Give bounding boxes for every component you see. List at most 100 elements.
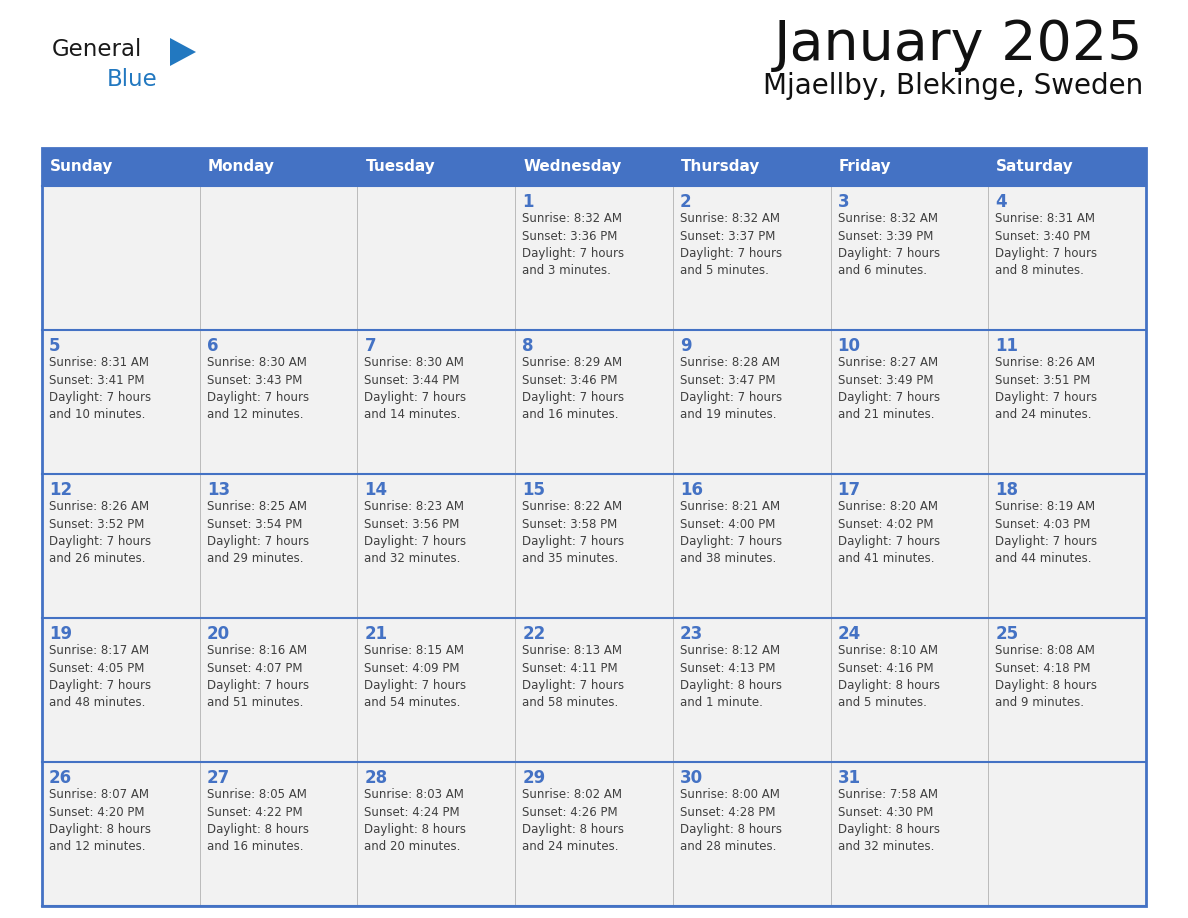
Text: 14: 14 — [365, 481, 387, 499]
Bar — [200, 762, 358, 906]
Bar — [988, 186, 1146, 330]
Bar — [516, 762, 672, 906]
Text: Sunrise: 8:29 AM
Sunset: 3:46 PM
Daylight: 7 hours
and 16 minutes.: Sunrise: 8:29 AM Sunset: 3:46 PM Dayligh… — [523, 356, 624, 421]
Bar — [200, 474, 358, 618]
Text: 13: 13 — [207, 481, 229, 499]
Bar — [42, 474, 200, 618]
Bar — [830, 474, 988, 618]
Bar — [42, 762, 200, 906]
Text: 21: 21 — [365, 625, 387, 643]
Text: Sunrise: 8:30 AM
Sunset: 3:43 PM
Daylight: 7 hours
and 12 minutes.: Sunrise: 8:30 AM Sunset: 3:43 PM Dayligh… — [207, 356, 309, 421]
Text: 25: 25 — [996, 625, 1018, 643]
Bar — [672, 330, 830, 474]
Text: Blue: Blue — [107, 68, 158, 91]
Text: 11: 11 — [996, 337, 1018, 355]
Bar — [200, 330, 358, 474]
Bar — [988, 762, 1146, 906]
Text: Friday: Friday — [839, 160, 891, 174]
Bar — [200, 186, 358, 330]
Text: 7: 7 — [365, 337, 377, 355]
Text: General: General — [52, 38, 143, 61]
Text: Sunrise: 8:31 AM
Sunset: 3:40 PM
Daylight: 7 hours
and 8 minutes.: Sunrise: 8:31 AM Sunset: 3:40 PM Dayligh… — [996, 212, 1098, 277]
Bar — [672, 148, 830, 186]
Bar — [830, 618, 988, 762]
Text: Wednesday: Wednesday — [523, 160, 621, 174]
Bar — [358, 186, 516, 330]
Text: 4: 4 — [996, 193, 1007, 211]
Text: Sunrise: 8:12 AM
Sunset: 4:13 PM
Daylight: 8 hours
and 1 minute.: Sunrise: 8:12 AM Sunset: 4:13 PM Dayligh… — [680, 644, 782, 710]
Text: Sunrise: 8:03 AM
Sunset: 4:24 PM
Daylight: 8 hours
and 20 minutes.: Sunrise: 8:03 AM Sunset: 4:24 PM Dayligh… — [365, 788, 467, 854]
Text: 31: 31 — [838, 769, 860, 787]
Text: Sunrise: 7:58 AM
Sunset: 4:30 PM
Daylight: 8 hours
and 32 minutes.: Sunrise: 7:58 AM Sunset: 4:30 PM Dayligh… — [838, 788, 940, 854]
Text: 17: 17 — [838, 481, 860, 499]
Bar — [358, 618, 516, 762]
Bar — [672, 762, 830, 906]
Text: 18: 18 — [996, 481, 1018, 499]
Text: 28: 28 — [365, 769, 387, 787]
Bar — [988, 330, 1146, 474]
Text: Sunrise: 8:15 AM
Sunset: 4:09 PM
Daylight: 7 hours
and 54 minutes.: Sunrise: 8:15 AM Sunset: 4:09 PM Dayligh… — [365, 644, 467, 710]
Text: 26: 26 — [49, 769, 72, 787]
Bar — [200, 618, 358, 762]
Text: Sunrise: 8:05 AM
Sunset: 4:22 PM
Daylight: 8 hours
and 16 minutes.: Sunrise: 8:05 AM Sunset: 4:22 PM Dayligh… — [207, 788, 309, 854]
Text: Sunrise: 8:08 AM
Sunset: 4:18 PM
Daylight: 8 hours
and 9 minutes.: Sunrise: 8:08 AM Sunset: 4:18 PM Dayligh… — [996, 644, 1098, 710]
Text: Mjaellby, Blekinge, Sweden: Mjaellby, Blekinge, Sweden — [763, 72, 1143, 100]
Text: Sunday: Sunday — [50, 160, 113, 174]
Text: Sunrise: 8:27 AM
Sunset: 3:49 PM
Daylight: 7 hours
and 21 minutes.: Sunrise: 8:27 AM Sunset: 3:49 PM Dayligh… — [838, 356, 940, 421]
Text: 30: 30 — [680, 769, 703, 787]
Text: Sunrise: 8:20 AM
Sunset: 4:02 PM
Daylight: 7 hours
and 41 minutes.: Sunrise: 8:20 AM Sunset: 4:02 PM Dayligh… — [838, 500, 940, 565]
Text: Tuesday: Tuesday — [366, 160, 435, 174]
Text: 3: 3 — [838, 193, 849, 211]
Bar — [672, 474, 830, 618]
Bar — [516, 148, 672, 186]
Text: Sunrise: 8:16 AM
Sunset: 4:07 PM
Daylight: 7 hours
and 51 minutes.: Sunrise: 8:16 AM Sunset: 4:07 PM Dayligh… — [207, 644, 309, 710]
Text: 12: 12 — [49, 481, 72, 499]
Text: 15: 15 — [523, 481, 545, 499]
Text: Sunrise: 8:02 AM
Sunset: 4:26 PM
Daylight: 8 hours
and 24 minutes.: Sunrise: 8:02 AM Sunset: 4:26 PM Dayligh… — [523, 788, 624, 854]
Bar — [358, 762, 516, 906]
Text: 1: 1 — [523, 193, 533, 211]
Bar — [42, 148, 1146, 906]
Bar — [42, 618, 200, 762]
Bar — [516, 330, 672, 474]
Text: Sunrise: 8:26 AM
Sunset: 3:52 PM
Daylight: 7 hours
and 26 minutes.: Sunrise: 8:26 AM Sunset: 3:52 PM Dayligh… — [49, 500, 151, 565]
Bar — [42, 148, 200, 186]
Text: Sunrise: 8:17 AM
Sunset: 4:05 PM
Daylight: 7 hours
and 48 minutes.: Sunrise: 8:17 AM Sunset: 4:05 PM Dayligh… — [49, 644, 151, 710]
Text: Sunrise: 8:23 AM
Sunset: 3:56 PM
Daylight: 7 hours
and 32 minutes.: Sunrise: 8:23 AM Sunset: 3:56 PM Dayligh… — [365, 500, 467, 565]
Bar — [830, 148, 988, 186]
Text: Sunrise: 8:31 AM
Sunset: 3:41 PM
Daylight: 7 hours
and 10 minutes.: Sunrise: 8:31 AM Sunset: 3:41 PM Dayligh… — [49, 356, 151, 421]
Bar — [988, 474, 1146, 618]
Bar — [200, 148, 358, 186]
Text: 5: 5 — [49, 337, 61, 355]
Text: Sunrise: 8:25 AM
Sunset: 3:54 PM
Daylight: 7 hours
and 29 minutes.: Sunrise: 8:25 AM Sunset: 3:54 PM Dayligh… — [207, 500, 309, 565]
Text: Sunrise: 8:32 AM
Sunset: 3:37 PM
Daylight: 7 hours
and 5 minutes.: Sunrise: 8:32 AM Sunset: 3:37 PM Dayligh… — [680, 212, 782, 277]
Bar — [358, 330, 516, 474]
Bar — [42, 330, 200, 474]
Text: 9: 9 — [680, 337, 691, 355]
Text: Sunrise: 8:32 AM
Sunset: 3:39 PM
Daylight: 7 hours
and 6 minutes.: Sunrise: 8:32 AM Sunset: 3:39 PM Dayligh… — [838, 212, 940, 277]
Text: Sunrise: 8:28 AM
Sunset: 3:47 PM
Daylight: 7 hours
and 19 minutes.: Sunrise: 8:28 AM Sunset: 3:47 PM Dayligh… — [680, 356, 782, 421]
Text: Sunrise: 8:30 AM
Sunset: 3:44 PM
Daylight: 7 hours
and 14 minutes.: Sunrise: 8:30 AM Sunset: 3:44 PM Dayligh… — [365, 356, 467, 421]
Bar — [988, 618, 1146, 762]
Text: 16: 16 — [680, 481, 703, 499]
Text: January 2025: January 2025 — [773, 18, 1143, 72]
Text: 22: 22 — [523, 625, 545, 643]
Bar — [516, 618, 672, 762]
Text: 6: 6 — [207, 337, 219, 355]
Text: Sunrise: 8:19 AM
Sunset: 4:03 PM
Daylight: 7 hours
and 44 minutes.: Sunrise: 8:19 AM Sunset: 4:03 PM Dayligh… — [996, 500, 1098, 565]
Text: 8: 8 — [523, 337, 533, 355]
Bar — [42, 186, 200, 330]
Bar — [672, 186, 830, 330]
Text: 24: 24 — [838, 625, 861, 643]
Bar — [358, 474, 516, 618]
Text: Sunrise: 8:00 AM
Sunset: 4:28 PM
Daylight: 8 hours
and 28 minutes.: Sunrise: 8:00 AM Sunset: 4:28 PM Dayligh… — [680, 788, 782, 854]
Text: Sunrise: 8:26 AM
Sunset: 3:51 PM
Daylight: 7 hours
and 24 minutes.: Sunrise: 8:26 AM Sunset: 3:51 PM Dayligh… — [996, 356, 1098, 421]
Text: Sunrise: 8:13 AM
Sunset: 4:11 PM
Daylight: 7 hours
and 58 minutes.: Sunrise: 8:13 AM Sunset: 4:11 PM Dayligh… — [523, 644, 624, 710]
Text: Thursday: Thursday — [681, 160, 760, 174]
Text: 29: 29 — [523, 769, 545, 787]
Text: 23: 23 — [680, 625, 703, 643]
Text: Sunrise: 8:21 AM
Sunset: 4:00 PM
Daylight: 7 hours
and 38 minutes.: Sunrise: 8:21 AM Sunset: 4:00 PM Dayligh… — [680, 500, 782, 565]
Text: Sunrise: 8:07 AM
Sunset: 4:20 PM
Daylight: 8 hours
and 12 minutes.: Sunrise: 8:07 AM Sunset: 4:20 PM Dayligh… — [49, 788, 151, 854]
Text: 10: 10 — [838, 337, 860, 355]
Bar — [358, 148, 516, 186]
